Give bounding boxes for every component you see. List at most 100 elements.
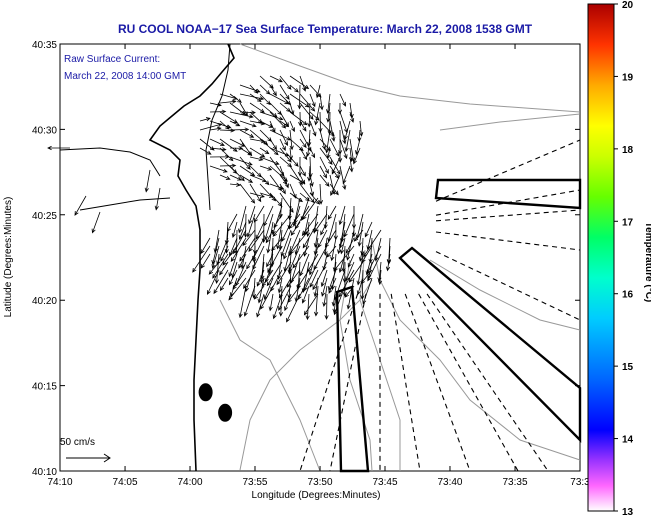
colorbar-tick-label: 16 <box>622 290 634 301</box>
current-vector <box>297 84 302 110</box>
current-vector <box>286 293 301 323</box>
current-vector <box>330 174 341 197</box>
current-vector <box>319 174 330 187</box>
current-vector <box>266 261 283 287</box>
colorbar <box>587 3 615 512</box>
current-vector <box>305 293 310 321</box>
y-tick-label: 40:20 <box>32 296 57 307</box>
current-vector <box>337 221 346 255</box>
current-vector <box>199 147 212 155</box>
current-vector <box>239 129 255 138</box>
current-vector <box>319 156 329 174</box>
current-vector <box>91 211 101 234</box>
current-vector <box>301 285 310 304</box>
current-vector <box>259 84 271 95</box>
current-vector <box>229 277 238 298</box>
current-vector <box>344 129 351 153</box>
current-vector <box>246 253 256 270</box>
x-tick-label: 74:05 <box>113 477 138 488</box>
current-vector <box>228 269 238 286</box>
radial-spoke <box>404 293 471 472</box>
current-vector <box>279 84 290 100</box>
current-vector <box>248 229 265 252</box>
current-vector <box>259 93 271 106</box>
shoreline <box>148 43 235 472</box>
current-vector <box>365 253 373 276</box>
current-vector <box>353 229 364 242</box>
current-vector <box>309 183 315 197</box>
current-vector <box>293 205 301 225</box>
current-vector <box>238 253 247 269</box>
radar-sites <box>198 383 233 422</box>
current-vector <box>309 111 320 121</box>
current-vector <box>239 110 256 115</box>
current-vector <box>367 261 373 280</box>
radar-site-marker <box>218 403 233 422</box>
current-vector <box>269 111 287 129</box>
current-vector <box>279 138 286 151</box>
x-axis-label: Longitude (Degrees:Minutes) <box>252 490 381 501</box>
current-vector <box>238 205 247 234</box>
current-vector <box>243 213 248 238</box>
current-vector <box>319 129 327 151</box>
current-vectors <box>47 75 392 323</box>
current-vector <box>144 169 151 193</box>
current-vector <box>321 277 328 297</box>
current-vector <box>309 120 317 137</box>
current-vector <box>192 245 211 273</box>
current-vector <box>299 192 310 202</box>
current-vector <box>257 277 265 304</box>
current-vector <box>307 165 312 182</box>
current-vector <box>299 253 310 277</box>
radial-spoke <box>299 293 359 472</box>
current-vector <box>229 174 242 181</box>
current-vector <box>212 253 229 279</box>
current-vector <box>289 120 295 133</box>
current-vector <box>246 213 256 238</box>
current-vector <box>297 277 310 301</box>
y-tick-label: 40:15 <box>32 382 57 393</box>
current-vector <box>199 122 223 131</box>
current-vector <box>276 261 292 286</box>
current-vector <box>209 109 227 114</box>
current-vector <box>219 147 234 162</box>
current-vector <box>289 111 308 126</box>
current-vector <box>270 237 275 268</box>
x-tick-label: 73:35 <box>503 477 528 488</box>
current-vector <box>290 221 301 236</box>
x-tick-label: 74:00 <box>178 477 203 488</box>
current-vector <box>283 237 292 260</box>
current-vector <box>239 174 254 183</box>
current-vector <box>272 293 283 320</box>
y-tick-label: 40:30 <box>32 125 57 136</box>
current-vector <box>338 253 346 274</box>
radar-site-marker <box>198 383 213 402</box>
current-vector <box>349 156 354 173</box>
current-vector <box>362 277 373 305</box>
chart-title: RU COOL NOAA−17 Sea Surface Temperature:… <box>118 22 533 36</box>
current-vector <box>256 269 265 287</box>
current-vector <box>279 174 288 185</box>
colorbar-tick-label: 18 <box>622 145 634 156</box>
current-vector <box>302 197 319 220</box>
current-vector <box>273 213 283 229</box>
current-vector <box>326 245 337 258</box>
contour-line <box>429 259 581 331</box>
contour-line <box>439 113 581 131</box>
current-vector <box>358 245 364 262</box>
current-vector <box>207 269 220 295</box>
current-vector <box>209 138 225 146</box>
current-vector <box>259 147 270 155</box>
current-vector <box>309 174 314 188</box>
current-vector <box>219 277 229 292</box>
current-vector <box>239 120 257 128</box>
current-vector <box>269 75 283 83</box>
current-vector <box>235 261 247 287</box>
current-vector <box>307 102 312 128</box>
colorbar-tick-label: 19 <box>622 72 634 83</box>
current-vector <box>349 111 355 123</box>
current-vector <box>303 293 319 316</box>
current-vector <box>299 138 307 149</box>
beam-box <box>434 178 582 210</box>
